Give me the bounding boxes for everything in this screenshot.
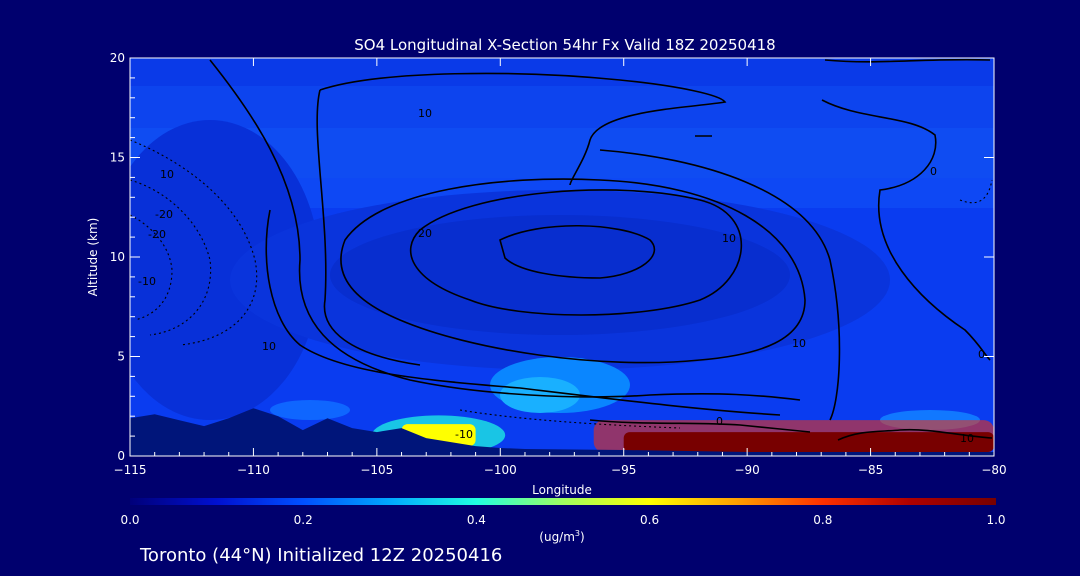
colorbar-unit: (ug/m3) <box>539 529 584 544</box>
contour-label: 10 <box>262 340 276 353</box>
x-tick-label: −100 <box>484 463 517 477</box>
y-tick-label: 15 <box>110 151 125 165</box>
x-tick-label: −95 <box>611 463 636 477</box>
plot-area: 10 10 -20 -20 20 10 0 10 0 10 -10 -10 0 … <box>130 58 994 456</box>
contour-labels: 10 10 -20 -20 20 10 0 10 0 10 -10 -10 0 … <box>138 107 985 445</box>
dashed-contour-line <box>459 409 681 429</box>
contour-label: -10 <box>138 275 156 288</box>
contour-label: -20 <box>148 228 166 241</box>
chart-subtitle: Toronto (44°N) Initialized 12Z 20250416 <box>139 545 502 566</box>
colorbar-tick-label: 1.0 <box>986 513 1005 527</box>
colorbar-ticks: 0.0 0.2 0.4 0.6 0.8 1.0 <box>120 513 1005 527</box>
x-axis: −115 −110 −105 −100 −95 −90 −85 −80 <box>114 58 1007 477</box>
field-band <box>130 86 994 128</box>
contour-label: 10 <box>160 168 174 181</box>
contour-label: 10 <box>792 337 806 350</box>
y-tick-label: 5 <box>117 350 125 364</box>
contour-line <box>316 72 727 366</box>
dashed-contour-lines <box>130 139 993 429</box>
y-tick-label: 20 <box>110 51 125 65</box>
contour-label: 0 <box>930 165 937 178</box>
contour-label: 10 <box>960 432 974 445</box>
contour-label: 10 <box>418 107 432 120</box>
field-core <box>330 215 790 335</box>
x-tick-label: −80 <box>981 463 1006 477</box>
y-axis-label: Altitude (km) <box>86 218 100 297</box>
contour-line <box>599 149 841 421</box>
dashed-contour-line <box>130 179 212 336</box>
contour-label: 10 <box>722 232 736 245</box>
colorbar-tick-label: 0.0 <box>120 513 139 527</box>
colorbar-tick-label: 0.8 <box>813 513 832 527</box>
dashed-contour-line <box>959 179 993 204</box>
contour-label: 20 <box>418 227 432 240</box>
y-tick-label: 10 <box>110 250 125 264</box>
colorbar-tick-label: 0.6 <box>640 513 659 527</box>
contour-line <box>409 189 743 316</box>
contour-label: -10 <box>455 428 473 441</box>
high-concentration-layer <box>623 432 994 453</box>
y-axis: 0 5 10 15 20 <box>110 51 994 463</box>
x-tick-label: −90 <box>734 463 759 477</box>
dashed-contour-line <box>130 214 173 321</box>
contour-lines <box>209 58 993 441</box>
contour-line <box>265 209 781 416</box>
x-tick-label: −110 <box>237 463 270 477</box>
chart-title: SO4 Longitudinal X-Section 54hr Fx Valid… <box>354 36 775 54</box>
contour-line <box>209 59 801 401</box>
contour-line <box>821 58 991 361</box>
field-band <box>130 58 994 86</box>
contour-label: 0 <box>716 415 723 428</box>
contour-line <box>340 178 806 364</box>
x-tick-label: −105 <box>360 463 393 477</box>
colorbar <box>130 498 996 505</box>
field-patch <box>270 400 350 420</box>
x-tick-label: −85 <box>858 463 883 477</box>
colorbar-tick-label: 0.4 <box>467 513 486 527</box>
x-axis-label: Longitude <box>532 483 592 497</box>
y-tick-label: 0 <box>117 449 125 463</box>
contour-label: -20 <box>155 208 173 221</box>
dashed-contour-line <box>130 139 258 346</box>
terrain-mask <box>130 408 994 456</box>
contour-line <box>837 428 993 441</box>
x-tick-label: −115 <box>114 463 147 477</box>
colorbar-tick-label: 0.2 <box>294 513 313 527</box>
contour-line <box>589 419 811 433</box>
contour-line <box>499 224 656 279</box>
contour-label: 0 <box>978 348 985 361</box>
field-plume <box>130 120 320 420</box>
